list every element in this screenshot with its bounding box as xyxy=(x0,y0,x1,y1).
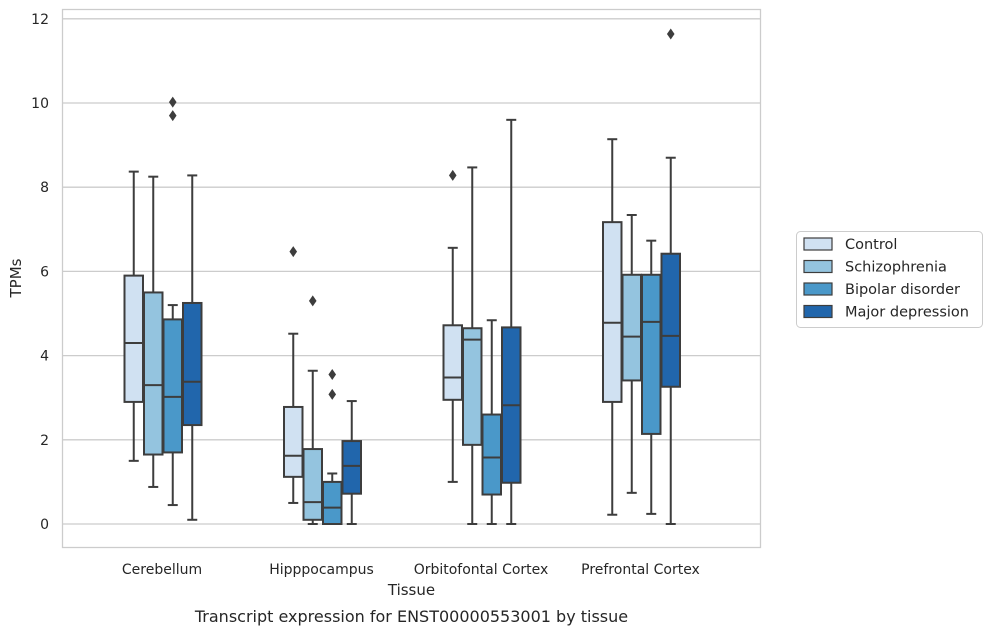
box-group xyxy=(123,170,144,462)
legend-item: Major depression xyxy=(803,304,969,321)
box-group xyxy=(283,246,304,504)
series-group xyxy=(162,96,662,525)
outlier-point xyxy=(328,369,337,381)
outlier-point xyxy=(289,246,298,258)
plot-frame xyxy=(61,8,762,549)
legend: Control Schizophrenia Bipolar disorder Majo… xyxy=(796,231,983,328)
figure-caption: Transcript expression for ENST0000055300… xyxy=(194,607,628,626)
box-group xyxy=(162,96,183,507)
box-group xyxy=(660,28,681,525)
box xyxy=(322,480,343,525)
y-tick-label: 2 xyxy=(40,433,49,449)
y-tick-label: 6 xyxy=(40,264,49,280)
outlier-point xyxy=(168,110,177,122)
legend-swatch xyxy=(803,259,833,274)
series-group xyxy=(143,166,642,525)
box xyxy=(641,273,662,435)
legend-label: Major depression xyxy=(845,305,969,321)
box xyxy=(660,252,681,388)
y-tick-label: 0 xyxy=(40,517,49,533)
box xyxy=(481,413,502,496)
outlier-point xyxy=(448,169,457,181)
y-tick-label: 8 xyxy=(40,180,49,196)
box-group xyxy=(341,400,362,525)
legend-items: Control Schizophrenia Bipolar disorder Majo… xyxy=(803,237,969,321)
legend-label: Bipolar disorder xyxy=(845,282,960,298)
box xyxy=(182,301,203,427)
legend-item: Control xyxy=(803,237,897,253)
box-group xyxy=(442,169,463,483)
box-group xyxy=(641,239,662,515)
x-tick-labels: Cerebellum Hipppocampus Orbitofontal Corte… xyxy=(122,562,700,578)
box-group xyxy=(322,369,343,525)
box xyxy=(123,274,144,403)
legend-label: Control xyxy=(845,237,897,253)
box xyxy=(621,273,642,382)
outlier-point xyxy=(666,28,675,40)
box-group xyxy=(182,174,203,521)
legend-item: Bipolar disorder xyxy=(803,282,960,298)
y-tick-label: 10 xyxy=(31,96,49,112)
y-axis-label: TPMs xyxy=(7,258,25,298)
x-tick-label: Prefrontal Cortex xyxy=(581,562,700,578)
box-series xyxy=(123,28,681,525)
y-tick-label: 12 xyxy=(31,12,49,28)
box-group xyxy=(602,138,623,516)
box-group xyxy=(481,319,502,525)
box-group xyxy=(462,166,483,525)
legend-swatch xyxy=(803,304,833,319)
box-group xyxy=(143,175,164,488)
box xyxy=(341,440,362,495)
legend-swatch xyxy=(803,237,833,251)
box-group xyxy=(621,213,642,494)
legend-frame xyxy=(796,231,983,328)
box-group xyxy=(302,295,323,525)
outlier-point xyxy=(328,388,337,400)
box-group xyxy=(501,118,522,525)
series-group xyxy=(123,138,623,516)
legend-label: Schizophrenia xyxy=(845,260,947,276)
x-tick-label: Cerebellum xyxy=(122,562,202,578)
box xyxy=(162,318,183,454)
legend-swatch xyxy=(803,282,833,296)
box xyxy=(283,405,304,478)
series-group xyxy=(182,28,681,525)
y-tick-label: 4 xyxy=(40,349,49,365)
outlier-point xyxy=(308,295,317,307)
legend-item: Schizophrenia xyxy=(803,259,947,276)
x-tick-label: Orbitofontal Cortex xyxy=(414,562,549,578)
box xyxy=(143,291,164,456)
box xyxy=(302,448,323,521)
outlier-point xyxy=(168,96,177,108)
box xyxy=(442,324,463,401)
box xyxy=(462,327,483,446)
box xyxy=(602,221,623,403)
x-axis-label: Tissue xyxy=(387,581,435,599)
y-tick-labels: 0 2 4 6 8 10 12 xyxy=(31,12,49,533)
x-tick-label: Hipppocampus xyxy=(269,562,374,578)
